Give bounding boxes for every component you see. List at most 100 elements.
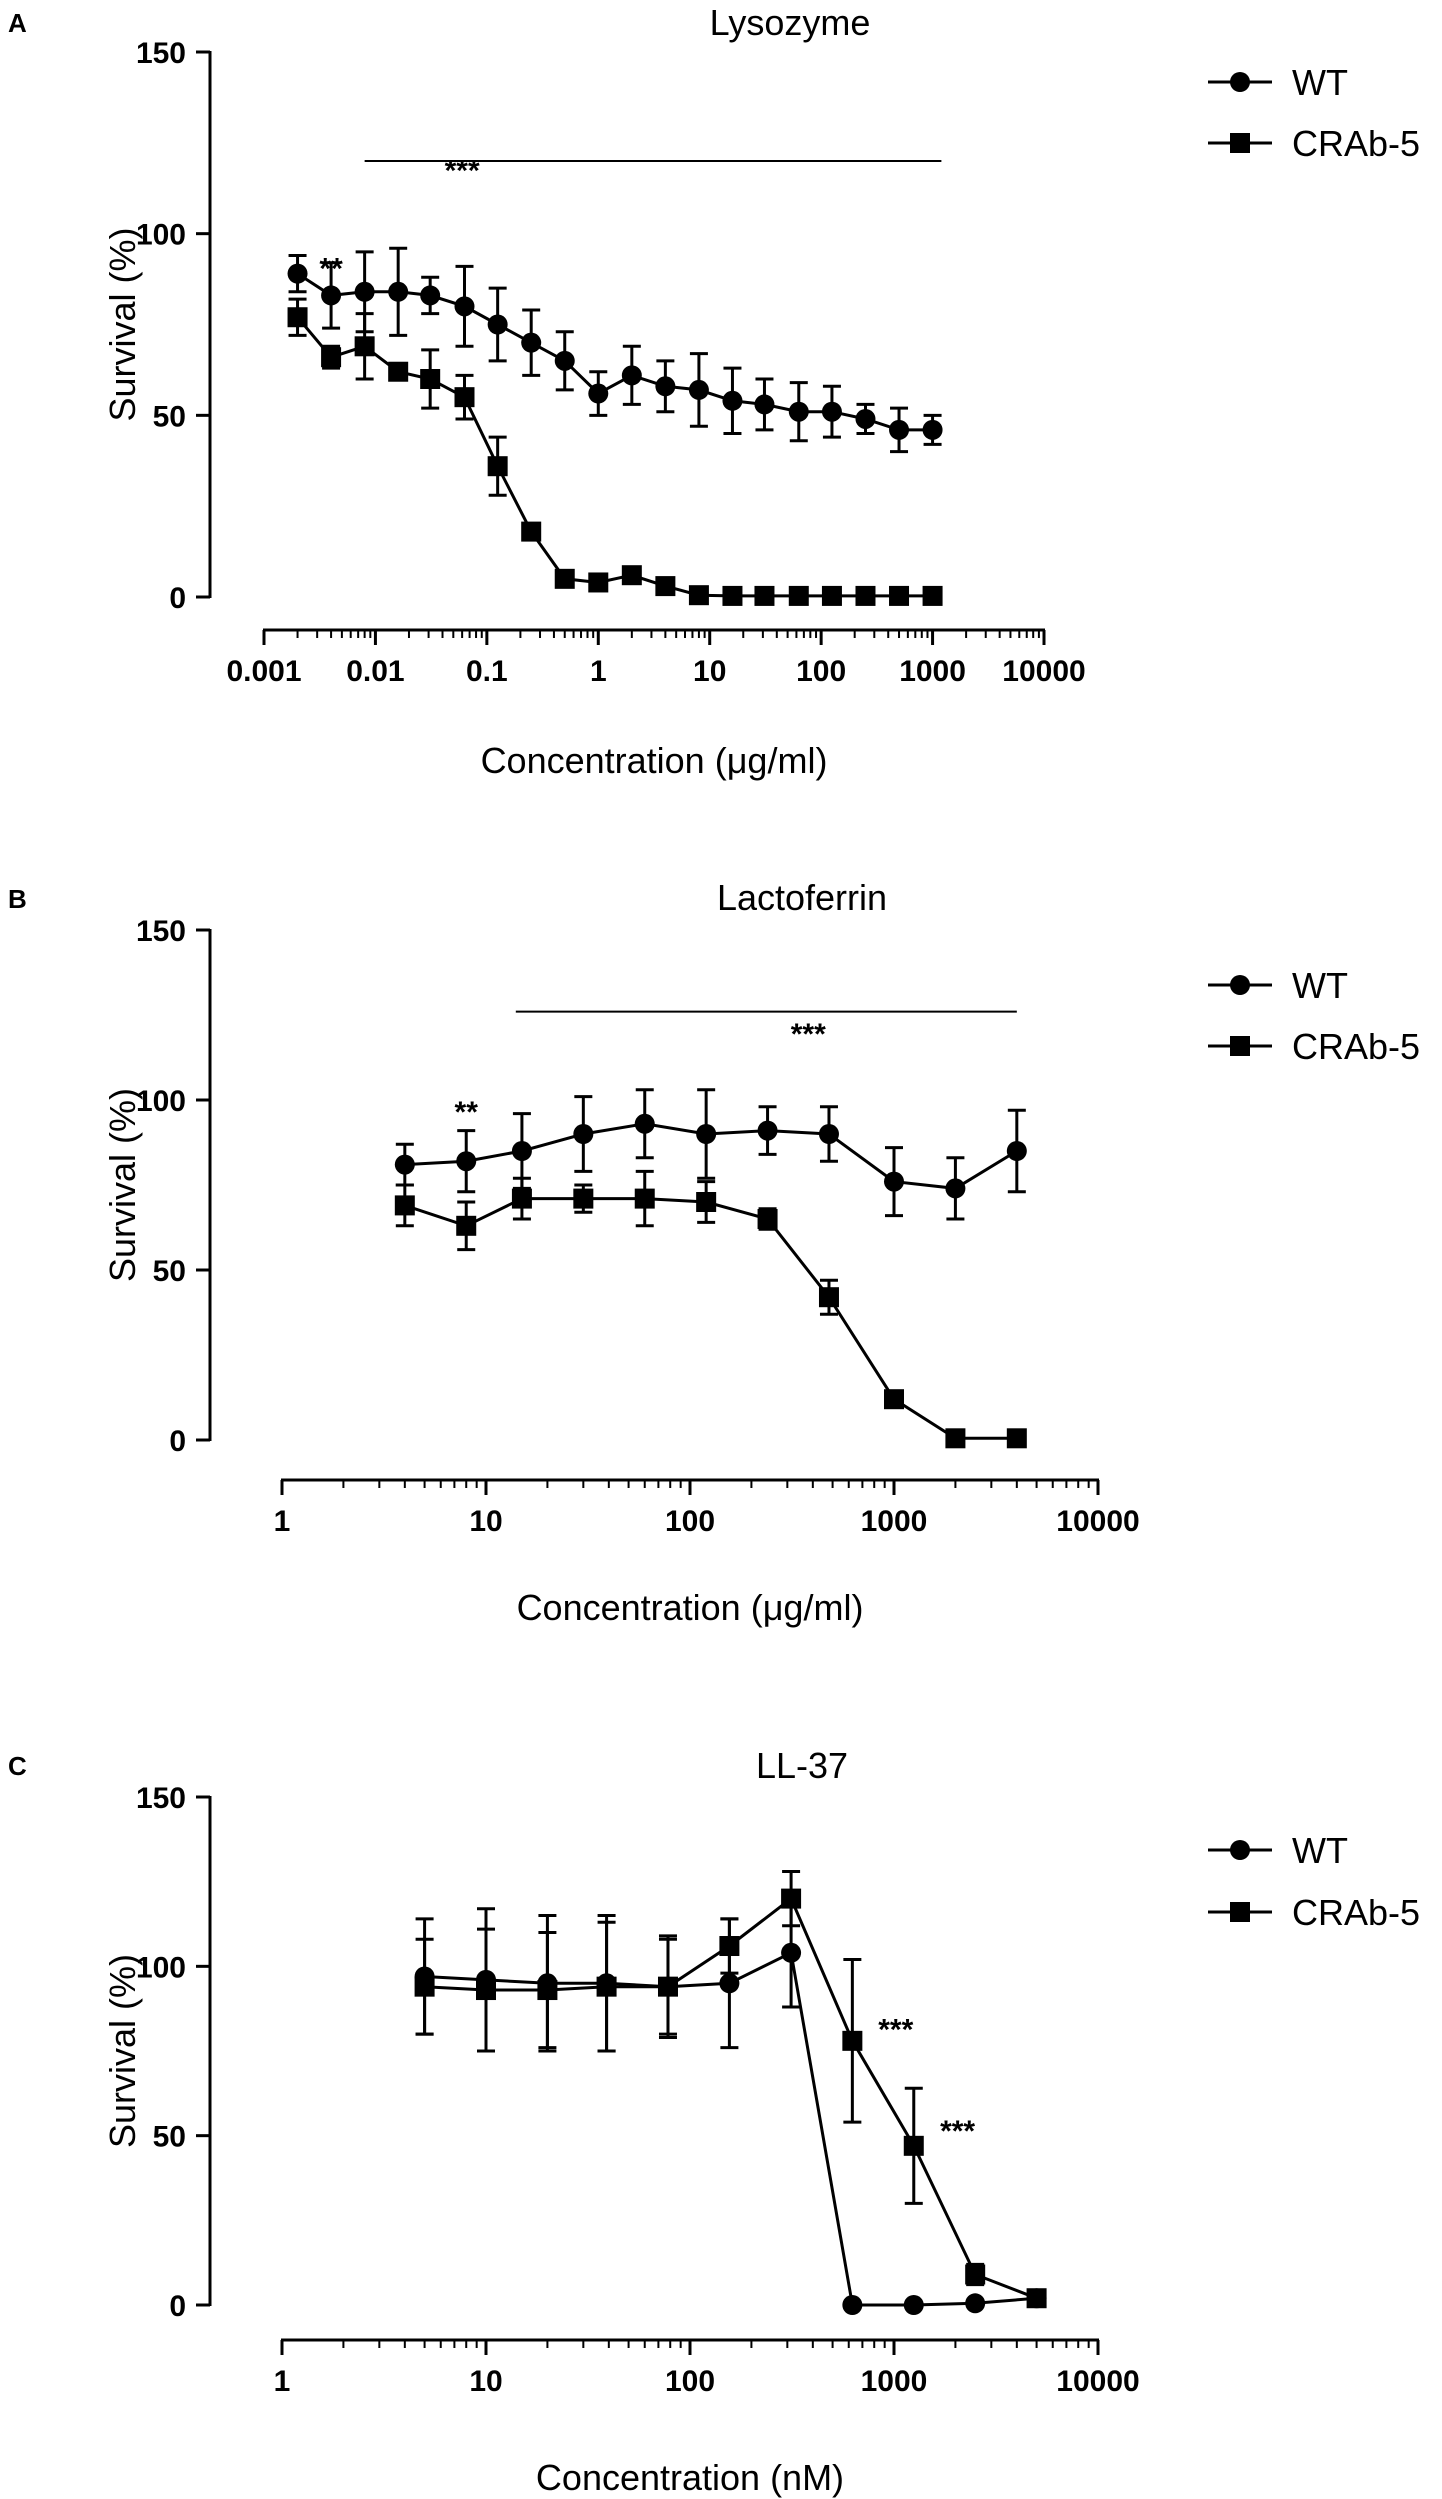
data-point xyxy=(945,1178,966,1199)
data-point xyxy=(781,1888,802,1909)
data-point xyxy=(573,1188,594,1209)
y-tick-label: 100 xyxy=(136,219,186,252)
significance-label: ** xyxy=(455,1096,479,1129)
data-point xyxy=(657,1976,678,1997)
x-tick-label: 10 xyxy=(469,2365,502,2398)
data-point xyxy=(884,1389,904,1410)
data-point xyxy=(884,1171,904,1192)
y-tick-label: 50 xyxy=(153,2121,186,2154)
data-point xyxy=(414,1976,435,1997)
data-point xyxy=(754,394,775,415)
data-point xyxy=(788,401,809,422)
data-point xyxy=(621,365,642,386)
series-wt xyxy=(394,1088,1027,1221)
y-tick-label: 100 xyxy=(136,1085,186,1118)
data-point xyxy=(454,387,475,408)
data-point xyxy=(420,285,441,306)
y-tick-label: 150 xyxy=(136,37,186,70)
significance-label: *** xyxy=(445,154,480,187)
data-point xyxy=(420,369,441,389)
significance-label: ** xyxy=(319,252,343,285)
data-point xyxy=(889,419,910,440)
data-point xyxy=(634,1188,655,1209)
data-point xyxy=(655,376,676,397)
x-axis-label: Concentration (nM) xyxy=(536,2457,844,2498)
data-point xyxy=(511,1141,532,1161)
data-point xyxy=(588,383,609,404)
x-tick-label: 10000 xyxy=(1056,1505,1139,1538)
x-tick-label: 1 xyxy=(274,1505,291,1538)
data-point xyxy=(511,1188,532,1209)
chart-c: C LL-37 0 50 100 150 Survival (%) 1 10 100 1000 100… xyxy=(8,1745,1420,2498)
legend-label: CRAb-5 xyxy=(1292,1892,1420,1933)
legend-label: WT xyxy=(1292,965,1348,1006)
x-tick-label: 10 xyxy=(693,655,726,688)
data-point xyxy=(287,263,308,284)
y-tick-label: 0 xyxy=(169,1425,186,1458)
series-crab5 xyxy=(394,1169,1027,1449)
legend-label: WT xyxy=(1292,62,1348,103)
data-point xyxy=(903,2295,924,2315)
data-point xyxy=(321,285,342,306)
x-tick-label: 10000 xyxy=(1056,2365,1139,2398)
data-point xyxy=(554,350,575,371)
series-crab5 xyxy=(287,297,943,606)
data-point xyxy=(722,585,743,606)
data-point xyxy=(696,1192,717,1212)
data-point xyxy=(394,1195,415,1216)
significance-label: *** xyxy=(940,2115,975,2148)
data-point xyxy=(321,347,342,368)
panel-c: C LL-37 0 50 100 150 Survival (%) 1 10 100 1000 100… xyxy=(0,1660,1442,2499)
chart-title: Lactoferrin xyxy=(717,877,887,918)
data-point xyxy=(487,314,508,335)
data-point xyxy=(354,281,375,302)
data-point xyxy=(855,585,876,606)
panel-letter: A xyxy=(8,8,27,38)
data-point xyxy=(781,1942,802,1963)
data-point xyxy=(1026,2288,1047,2309)
data-point xyxy=(719,1936,740,1957)
x-tick-label: 1 xyxy=(274,2365,291,2398)
data-point xyxy=(788,585,809,606)
data-point xyxy=(287,307,308,328)
legend-label: WT xyxy=(1292,1830,1348,1871)
data-point xyxy=(521,521,542,542)
data-point xyxy=(1006,1428,1027,1449)
data-point xyxy=(922,585,943,606)
significance-label: *** xyxy=(791,1018,826,1051)
data-point xyxy=(719,1973,740,1994)
series-line xyxy=(404,1197,1017,1440)
data-point xyxy=(965,2293,986,2314)
legend-marker-circle xyxy=(1230,72,1250,92)
chart-b: B Lactoferrin 0 50 100 150 Survival (%) 1 10 100 1… xyxy=(8,877,1420,1628)
data-point xyxy=(454,296,475,317)
y-tick-label: 50 xyxy=(153,400,186,433)
y-tick-label: 0 xyxy=(169,2290,186,2323)
data-point xyxy=(965,2264,986,2285)
x-tick-label: 1000 xyxy=(861,2365,928,2398)
data-point xyxy=(754,585,775,606)
data-point xyxy=(722,390,743,411)
data-point xyxy=(696,1124,717,1144)
y-axis-label: Survival (%) xyxy=(102,227,143,421)
data-point xyxy=(634,1113,655,1134)
data-point xyxy=(354,336,375,357)
x-tick-label: 100 xyxy=(796,655,846,688)
legend: WT CRAb-5 xyxy=(1208,965,1420,1067)
data-point xyxy=(554,568,575,589)
series-wt xyxy=(287,246,943,454)
data-point xyxy=(596,1976,617,1997)
x-tick-label: 1000 xyxy=(861,1505,928,1538)
panel-b: B Lactoferrin 0 50 100 150 Survival (%) 1 10 100 1… xyxy=(0,820,1442,1660)
series-crab5 xyxy=(414,1870,1047,2309)
data-point xyxy=(821,585,842,606)
data-point xyxy=(456,1151,477,1172)
data-point xyxy=(842,2295,863,2315)
data-point xyxy=(537,1980,558,2001)
data-point xyxy=(388,281,409,302)
x-tick-label: 0.001 xyxy=(226,655,301,688)
y-axis-label: Survival (%) xyxy=(102,1954,143,2148)
legend: WT CRAb-5 xyxy=(1208,62,1420,164)
data-point xyxy=(456,1215,477,1236)
panel-a: A Lysozyme 0 50 100 150 Survival (%) 0.001 0.01 0… xyxy=(0,0,1442,820)
